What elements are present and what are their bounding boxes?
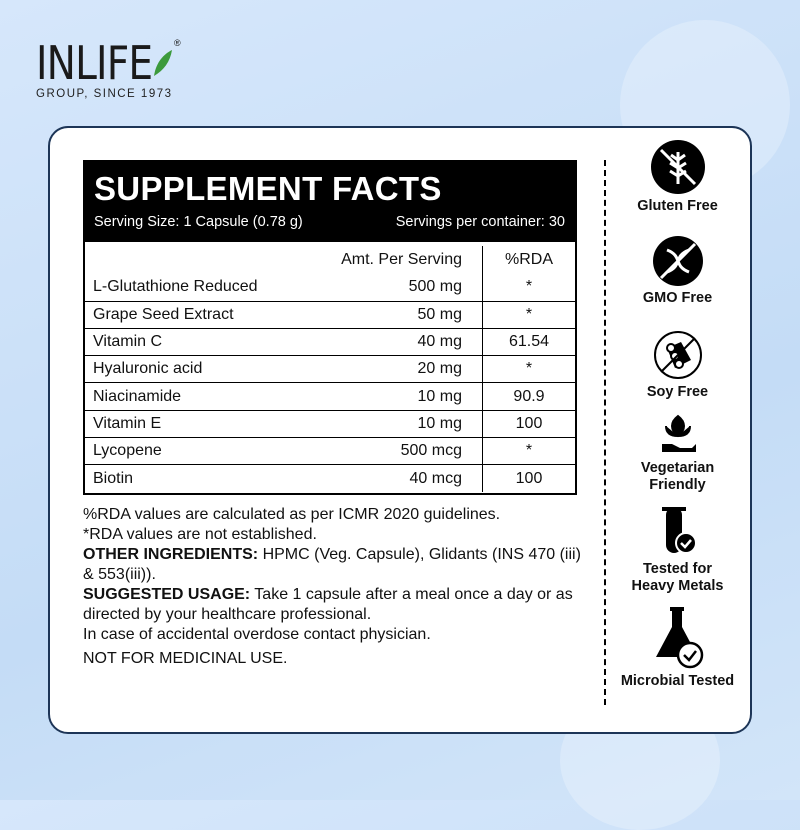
nutrient-rda: *: [482, 301, 575, 328]
table-row: Niacinamide 10 mg 90.9: [85, 382, 575, 410]
nutrient-rda: *: [482, 273, 575, 301]
brand-tagline: GROUP, SINCE 1973: [36, 88, 173, 100]
badge-label: Gluten Free: [637, 198, 718, 214]
table-row: L-Glutathione Reduced 500 mg *: [85, 273, 575, 301]
badge-microbial: Microbial Tested: [620, 605, 735, 690]
table-row: Grape Seed Extract 50 mg *: [85, 300, 575, 328]
nutrient-amount: 20 mg: [417, 360, 462, 378]
table-row: Vitamin E 10 mg 100: [85, 409, 575, 438]
nutrient-amount: 40 mcg: [409, 469, 462, 487]
overdose-warning: In case of accidental overdose contact p…: [83, 626, 431, 643]
badge-label: GMO Free: [642, 290, 713, 306]
table-row: Vitamin C 40 mg 61.54: [85, 327, 575, 356]
table-row: Hyaluronic acid 20 mg *: [85, 355, 575, 383]
badge-label: Soy Free: [646, 384, 709, 400]
badge-soy-free: Soy Free: [620, 330, 735, 401]
heavy-metals-icon: [661, 507, 697, 554]
badge-label: Vegetarian Friendly: [640, 460, 715, 493]
badge-gluten-free: Gluten Free: [620, 140, 735, 215]
gmo-free-icon: [652, 236, 703, 286]
badge-label: Tested for Heavy Metals: [631, 561, 724, 594]
brand-logo: INLIFE ® GROUP, SINCE 1973: [36, 36, 181, 100]
col-rda-header: %RDA: [482, 246, 575, 274]
nutrient-amount: 10 mg: [417, 387, 462, 405]
microbial-icon: [655, 607, 703, 669]
nutrient-name: Vitamin E: [93, 414, 162, 432]
nutrient-rda: 100: [482, 465, 575, 492]
facts-header: SUPPLEMENT FACTS Serving Size: 1 Capsule…: [85, 162, 575, 242]
nutrient-amount: 500 mcg: [400, 442, 462, 460]
facts-title: SUPPLEMENT FACTS: [94, 170, 442, 207]
brand-name: INLIFE: [36, 36, 153, 90]
nutrient-name: Niacinamide: [93, 387, 182, 405]
badge-label: Microbial Tested: [620, 673, 735, 689]
nutrient-rda: *: [482, 356, 575, 383]
nutrient-name: Lycopene: [93, 442, 162, 460]
nutrient-rda: 61.54: [482, 328, 575, 356]
nutrient-amount: 500 mg: [408, 277, 462, 295]
gluten-free-icon: [650, 140, 705, 194]
badge-vegetarian: Vegetarian Friendly: [620, 412, 735, 494]
col-amount-header: Amt. Per Serving: [341, 250, 462, 268]
other-ingredients-text: HPMC (Veg. Capsule), Glidants (INS 470 (…: [83, 546, 581, 583]
nutrient-name: L-Glutathione Reduced: [93, 277, 258, 295]
nutrient-name: Biotin: [93, 469, 134, 487]
nutrient-amount: 50 mg: [417, 305, 462, 323]
serving-size: Serving Size: 1 Capsule (0.78 g): [94, 214, 303, 230]
nutrient-rda: 90.9: [482, 383, 575, 410]
rda-star-note: *RDA values are not established.: [83, 526, 317, 543]
suggested-usage-text: Take 1 capsule after a meal once a day o…: [83, 586, 573, 623]
badge-heavy-metals: Tested for Heavy Metals: [620, 505, 735, 595]
nutrient-rda: 100: [482, 410, 575, 438]
nutrient-rda: *: [482, 438, 575, 465]
table-row: Biotin 40 mcg 100: [85, 464, 575, 492]
rda-note: %RDA values are calculated as per ICMR 2…: [83, 506, 501, 523]
leaf-icon: [154, 50, 172, 76]
supplement-facts-table: SUPPLEMENT FACTS Serving Size: 1 Capsule…: [83, 160, 577, 495]
badge-gmo-free: GMO Free: [620, 236, 735, 307]
soy-free-icon: [653, 331, 702, 379]
vegetarian-icon: [661, 414, 696, 452]
nutrient-amount: 10 mg: [417, 414, 462, 432]
servings-per-container: Servings per container: 30: [395, 214, 565, 230]
nutrient-name: Grape Seed Extract: [93, 305, 234, 323]
nutrient-amount: 40 mg: [417, 333, 462, 351]
table-header-row: Amt. Per Serving %RDA: [85, 246, 575, 274]
other-ingredients-label: OTHER INGREDIENTS:: [83, 546, 259, 563]
nutrient-name: Hyaluronic acid: [93, 360, 203, 378]
nutrient-name: Vitamin C: [93, 333, 163, 351]
registered-mark: ®: [174, 38, 181, 48]
notes-section: %RDA values are calculated as per ICMR 2…: [83, 505, 583, 669]
table-row: Lycopene 500 mcg *: [85, 437, 575, 465]
dashed-divider: [604, 160, 606, 705]
suggested-usage-label: SUGGESTED USAGE:: [83, 586, 251, 603]
not-medicinal: NOT FOR MEDICINAL USE.: [83, 650, 288, 667]
